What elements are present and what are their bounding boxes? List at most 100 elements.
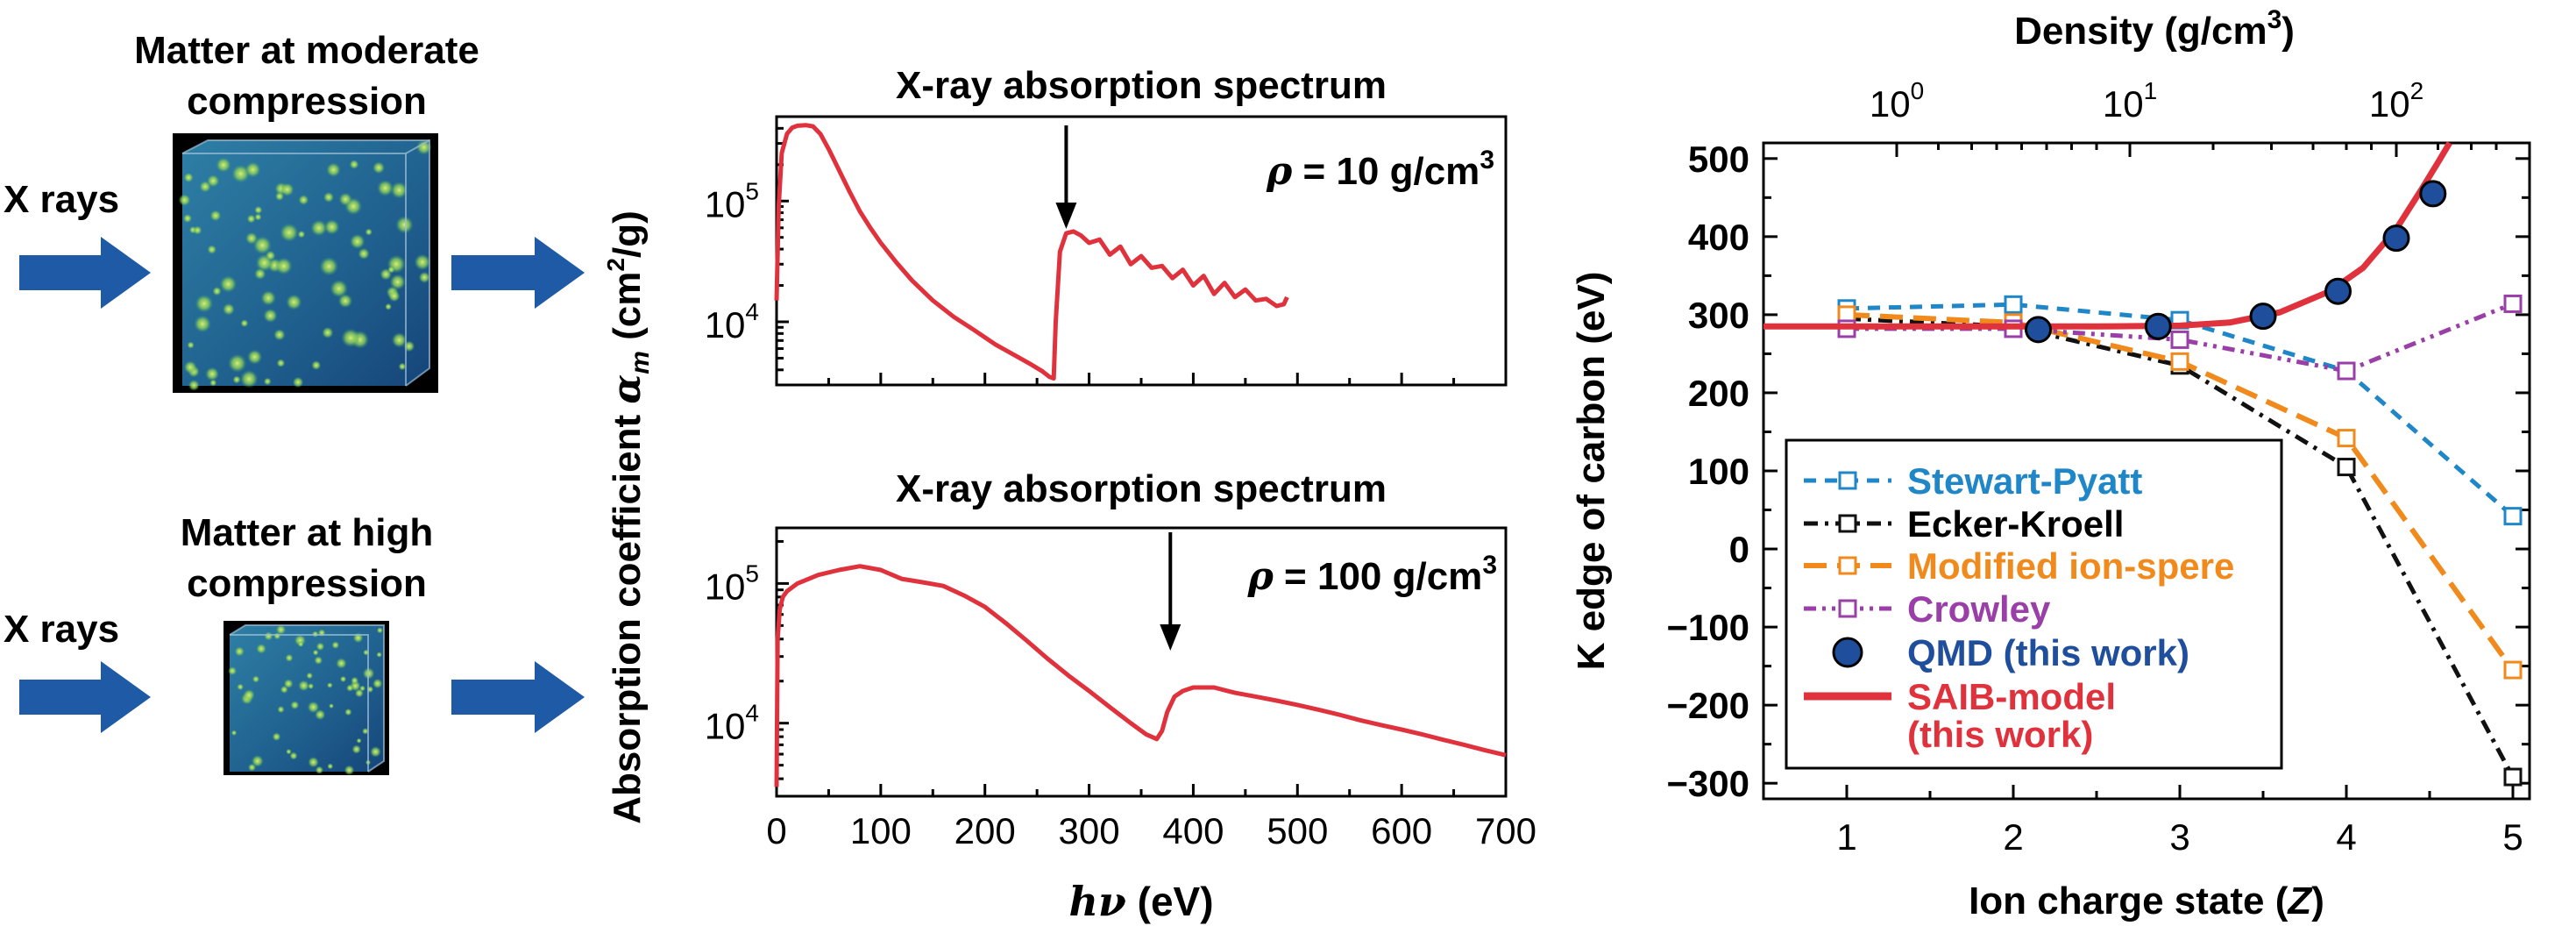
- y-tick-label: −300: [1666, 763, 1749, 804]
- legend-label: SAIB-model: [1907, 676, 2116, 717]
- cube-particle: [349, 159, 359, 170]
- spectrum-chart-high: X-ray absorption spectrum 104 105 0 100 200…: [705, 467, 1536, 925]
- cube-particle: [310, 219, 328, 237]
- cube-particle: [344, 708, 352, 716]
- spectra-panel: Absorption coefficient αm (cm2/g) X-ray …: [602, 64, 1536, 925]
- legend-item-modified-ion-spere: Modified ion-spere: [1804, 545, 2234, 587]
- cube-particle: [314, 656, 323, 666]
- data-point: [2249, 303, 2277, 331]
- cube-particle: [246, 214, 256, 224]
- data-point: [2337, 361, 2356, 381]
- cube-particle: [274, 191, 285, 202]
- cube-particle: [286, 748, 292, 755]
- cube-particle: [298, 194, 309, 206]
- x-tick-label: 3: [2169, 816, 2189, 858]
- cube-particle: [319, 256, 339, 276]
- cube-particle: [240, 319, 249, 328]
- cube-particle: [183, 360, 197, 374]
- cube-particle: [372, 161, 386, 174]
- legend-label: Crowley: [1907, 588, 2051, 630]
- x-tick-label: 4: [2336, 816, 2356, 858]
- cube-particle: [385, 303, 393, 310]
- bottom-cube-label-line1: Matter at high: [181, 511, 433, 554]
- legend-label: Ecker-Kroell: [1907, 503, 2124, 545]
- cube-particle: [254, 213, 262, 221]
- y-ticks: 104 105: [705, 539, 789, 798]
- cube-particle: [209, 210, 222, 222]
- absorption-edge-arrow: [1055, 125, 1077, 229]
- data-point: [2025, 316, 2052, 344]
- chart-title: X-ray absorption spectrum: [896, 64, 1387, 107]
- data-point: [2503, 294, 2523, 313]
- cube-particle: [328, 703, 335, 709]
- cube-particle: [297, 230, 306, 239]
- cube-particle: [256, 643, 266, 654]
- data-point: [2382, 224, 2410, 253]
- data-point: [2503, 767, 2523, 787]
- series-modified-ion-spere: [1837, 305, 2523, 680]
- top-outgoing-arrow: [451, 237, 585, 309]
- spectrum-chart-moderate: X-ray absorption spectrum 104 105 ρ = 10 …: [705, 64, 1508, 387]
- moderate-compression-cube: [173, 133, 438, 393]
- cube-particle: [376, 652, 383, 658]
- cube-particle: [243, 688, 255, 702]
- x-tick-label: 2: [2003, 816, 2023, 858]
- cube-particle: [338, 192, 352, 206]
- cube-particle: [275, 624, 287, 635]
- top-cube-label-line2: compression: [187, 80, 427, 123]
- bottom-incoming-arrow: [19, 661, 151, 733]
- data-point: [2170, 330, 2189, 349]
- top-cube-label-line1: Matter at moderate: [134, 29, 479, 72]
- cube-particle: [274, 257, 293, 275]
- data-point: [2004, 295, 2023, 314]
- y-tick-label: −200: [1666, 685, 1749, 726]
- cube-particle: [307, 701, 320, 714]
- legend-box: [1785, 438, 2283, 770]
- cube-particle: [194, 315, 211, 333]
- cube-particle: [336, 658, 347, 669]
- cube-particle: [387, 266, 395, 274]
- y-tick-label: 300: [1688, 295, 1749, 336]
- cube-particle: [351, 744, 362, 754]
- y-tick-label: −100: [1666, 607, 1749, 648]
- cube-particle: [237, 683, 245, 691]
- cube-particle: [308, 756, 319, 768]
- cube-particle: [356, 737, 362, 744]
- cube-particle: [227, 353, 247, 373]
- legend-item-saib-model-this-work: SAIB-model(this work): [1804, 676, 2116, 755]
- legend-item-ecker-kroell: Ecker-Kroell: [1804, 503, 2124, 545]
- legend-label: QMD (this work): [1907, 632, 2189, 673]
- top-xrays-label: X rays: [4, 178, 119, 221]
- x-tick-label: 500: [1267, 810, 1328, 851]
- cube-particle: [234, 646, 245, 657]
- cube-particle: [330, 279, 348, 298]
- cube-particle: [212, 286, 222, 296]
- x-tick-label: 700: [1475, 810, 1536, 851]
- k-edge-chart: Density (g/cm3) 100 101 102 −300 −200 −100 0 1…: [1570, 5, 2531, 922]
- legend-label: Modified ion-spere: [1907, 545, 2234, 587]
- cube-particle: [265, 250, 276, 261]
- absorption-axis-label: Absorption coefficient αm (cm2/g): [602, 210, 655, 824]
- cube-particle: [207, 245, 217, 254]
- x-tick-label: 0: [766, 810, 786, 851]
- spectrum-line: [774, 123, 1289, 381]
- x-tick-label: 5: [2502, 816, 2523, 858]
- top-tick-label: 100: [1870, 77, 1924, 125]
- cube-particle: [188, 379, 200, 391]
- cube-particle: [280, 223, 299, 242]
- y-tick-label: 500: [1688, 139, 1749, 180]
- x-tick-label: 400: [1162, 810, 1224, 851]
- top-ticks: 100 101 102: [1870, 77, 2498, 157]
- cube-particle: [182, 213, 193, 224]
- cube-particle: [289, 751, 298, 760]
- cube-particle: [253, 205, 263, 215]
- schematic-panel: Matter at moderate compression X rays Ma…: [4, 29, 585, 775]
- density-annotation: ρ = 10 g/cm3: [1266, 146, 1494, 194]
- cube-particle: [222, 303, 235, 316]
- y-tick-label: 100: [1688, 451, 1749, 492]
- cube-particle: [260, 290, 277, 306]
- cube-particle: [344, 765, 355, 775]
- cube-particle: [345, 684, 354, 692]
- cube-particle: [273, 329, 286, 341]
